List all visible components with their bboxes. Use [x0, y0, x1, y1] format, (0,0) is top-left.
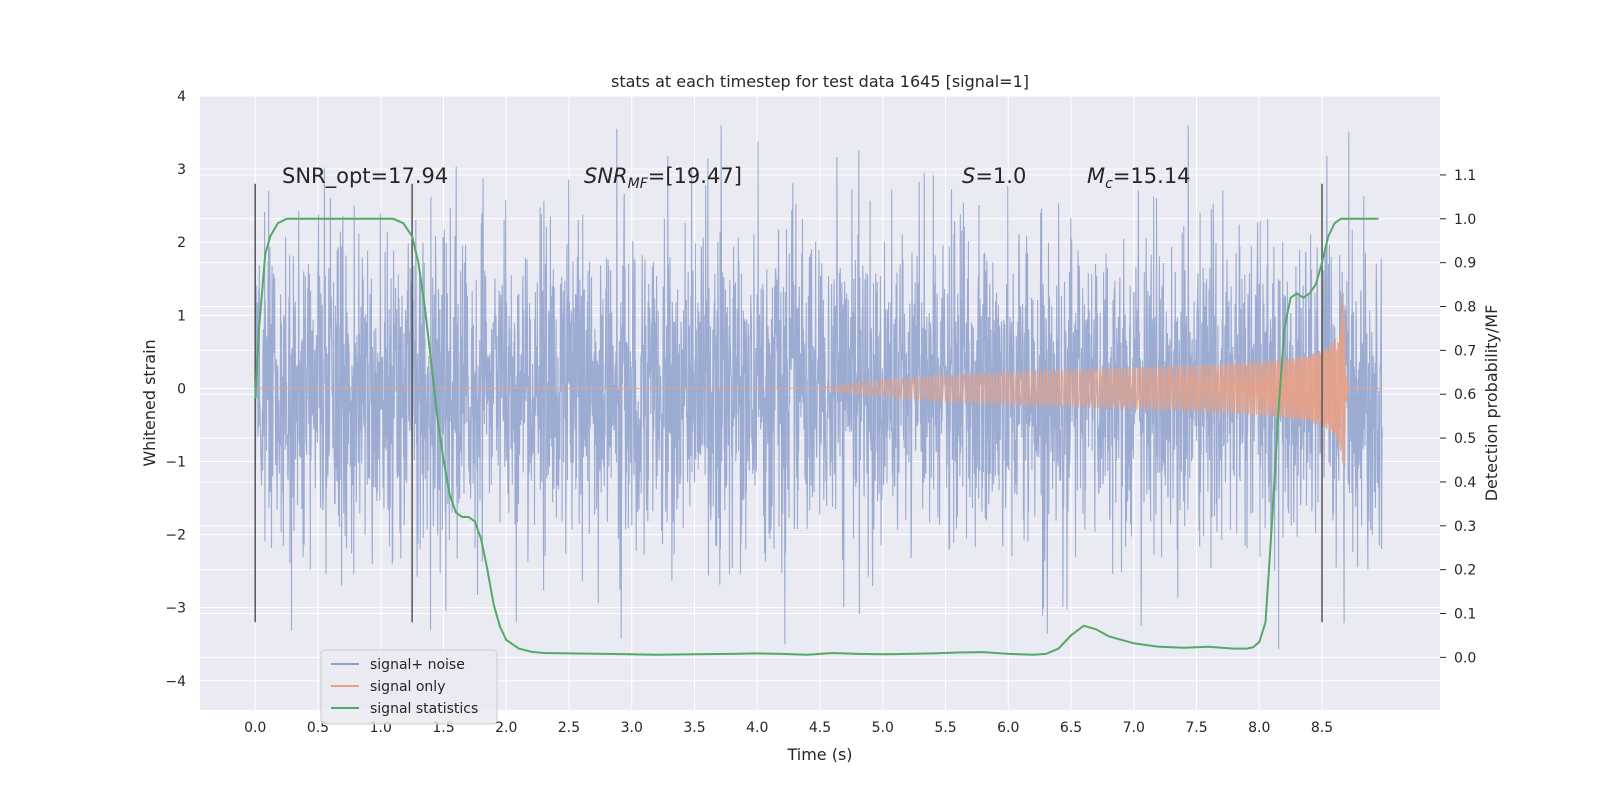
chart-title: stats at each timestep for test data 164… [611, 72, 1029, 91]
y2-tick-label: 1.0 [1454, 212, 1476, 228]
annotation-s-stat: S=1.0 [962, 164, 1026, 188]
y-tick-label: −3 [165, 601, 186, 617]
legend-label-stats: signal statistics [370, 701, 478, 717]
x-tick-label: 8.5 [1311, 720, 1333, 736]
x-tick-label: 6.0 [997, 720, 1019, 736]
y-tick-label: −4 [165, 674, 186, 690]
y-tick-label: −2 [165, 528, 186, 544]
y-tick-label: 3 [177, 162, 186, 178]
y2-tick-label: 0.5 [1454, 431, 1476, 447]
statistics-trace [254, 217, 1379, 656]
y-tick-label: 4 [177, 89, 186, 105]
x-tick-label: 6.5 [1060, 720, 1082, 736]
y-tick-label: 2 [177, 235, 186, 251]
x-tick-label: 4.0 [746, 720, 768, 736]
y-axis-label: Whitened strain [140, 339, 159, 466]
legend: signal+ noise signal only signal statist… [320, 649, 498, 725]
x-tick-label: 4.5 [809, 720, 831, 736]
y2-tick-label: 0.7 [1454, 343, 1476, 359]
x-tick-label: 7.0 [1123, 720, 1145, 736]
y2-tick-label: 0.0 [1454, 650, 1476, 666]
y2-tick-label: 0.2 [1454, 563, 1476, 579]
y-tick-label: 1 [177, 308, 186, 324]
x-axis-label: Time (s) [786, 745, 852, 764]
x-tick-label: 5.0 [872, 720, 894, 736]
y2-tick-label: 0.4 [1454, 475, 1476, 491]
annotation-snr-mf: SNRMF=[19.47] [584, 164, 742, 192]
x-tick-label: 3.5 [683, 720, 705, 736]
y2-tick-label: 0.8 [1454, 300, 1476, 316]
series-signal-statistics [254, 217, 1379, 656]
x-tick-label: 3.0 [621, 720, 643, 736]
y2-axis-ticks: 0.0 0.1 0.2 0.3 0.4 0.5 0.6 0.7 0.8 0.9 1.0 1.1 [1440, 168, 1476, 666]
annotation-mc: Mc=15.14 [1087, 164, 1191, 192]
signal-trace [255, 292, 1383, 465]
legend-box [320, 649, 498, 725]
y2-tick-label: 0.3 [1454, 519, 1476, 535]
y-axis-ticks: −4 −3 −2 −1 0 1 2 3 4 [165, 89, 186, 690]
vertical-markers [254, 183, 1323, 623]
y2-axis-label: Detection probability/MF [1482, 305, 1501, 502]
y-tick-label: 0 [177, 381, 186, 397]
x-tick-label: 2.0 [495, 720, 517, 736]
series-signal-only [255, 292, 1383, 465]
x-tick-label: 5.5 [934, 720, 956, 736]
y-tick-label: −1 [165, 454, 186, 470]
y2-tick-label: 0.6 [1454, 387, 1476, 403]
legend-label-noise: signal+ noise [370, 657, 465, 673]
x-tick-label: 8.0 [1248, 720, 1270, 736]
x-tick-label: 2.5 [558, 720, 580, 736]
x-tick-label: 7.5 [1185, 720, 1207, 736]
y2-tick-label: 0.1 [1454, 607, 1476, 623]
x-tick-label: 0.0 [244, 720, 266, 736]
annotation-snr-opt: SNR_opt=17.94 [282, 164, 448, 189]
stat-annotations: SNR_opt=17.94 SNRMF=[19.47] S=1.0 Mc=15.… [282, 164, 1191, 192]
y2-tick-label: 1.1 [1454, 168, 1476, 184]
y2-tick-label: 0.9 [1454, 256, 1476, 272]
legend-label-signal: signal only [370, 679, 445, 695]
